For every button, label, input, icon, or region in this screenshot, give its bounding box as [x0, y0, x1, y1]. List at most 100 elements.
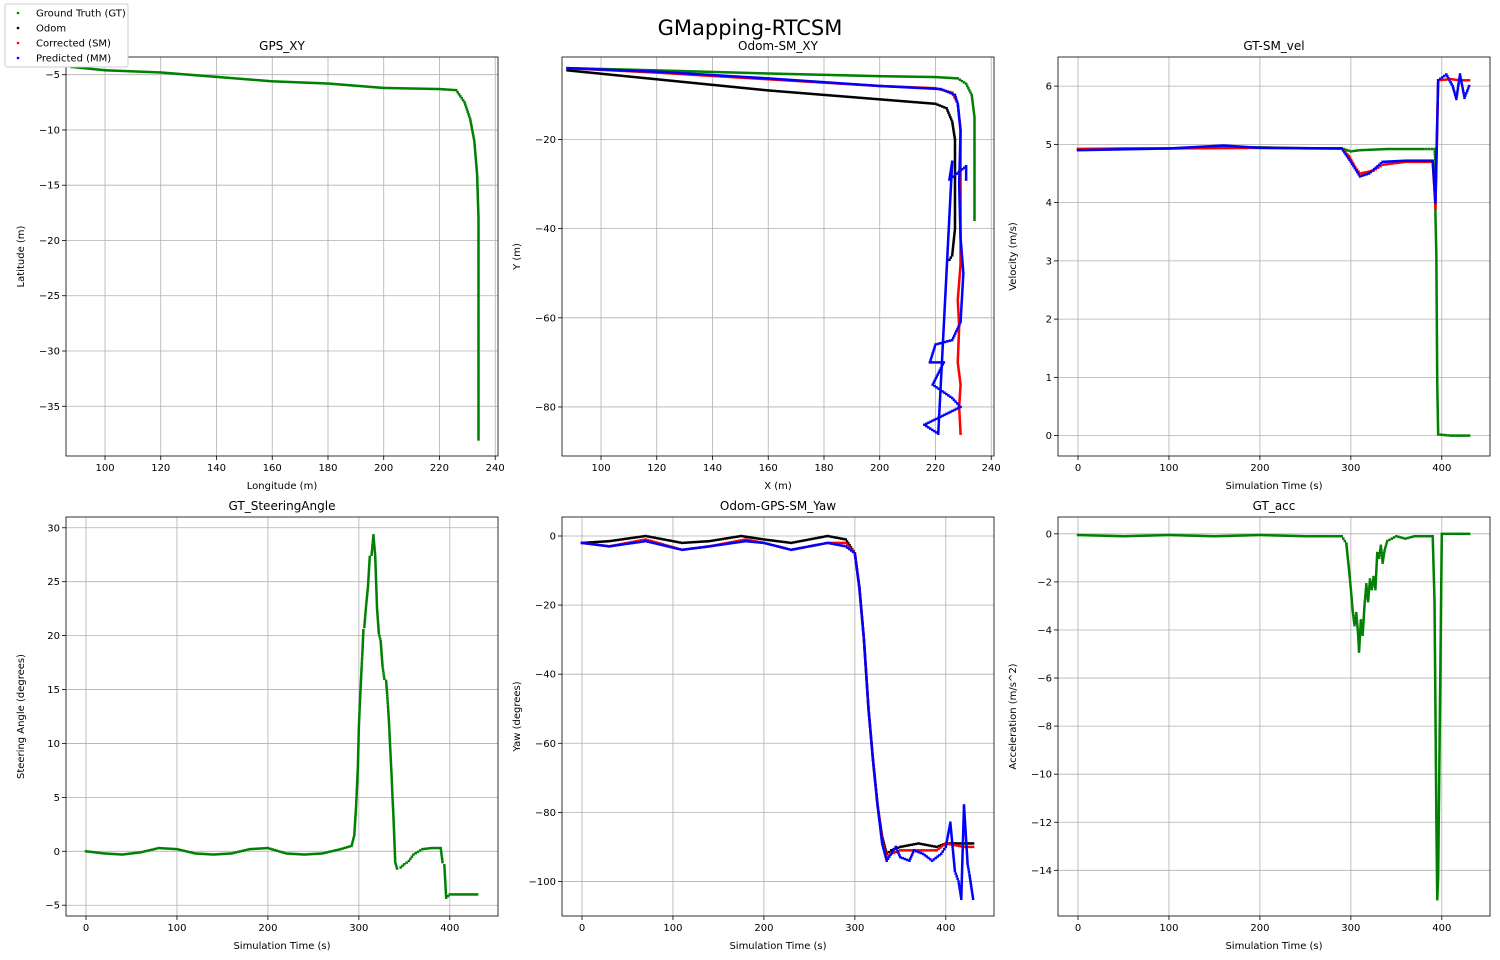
data-point — [1345, 546, 1349, 550]
data-point — [476, 195, 480, 198]
data-point — [973, 133, 976, 137]
data-point — [462, 893, 465, 896]
data-point — [1359, 625, 1362, 629]
data-point — [856, 575, 860, 578]
data-point — [956, 307, 960, 311]
data-point — [1413, 534, 1416, 538]
data-point — [698, 546, 702, 549]
data-point — [943, 308, 946, 312]
data-point — [1434, 800, 1438, 804]
data-point — [1438, 689, 1442, 692]
data-point — [953, 225, 957, 228]
data-point — [969, 842, 973, 845]
data-point — [1200, 146, 1204, 150]
data-point — [476, 190, 479, 194]
data-point — [385, 686, 388, 690]
data-point — [934, 377, 937, 380]
data-point — [957, 109, 960, 112]
data-point — [477, 433, 480, 437]
data-point — [1439, 625, 1443, 628]
data-point — [805, 545, 809, 549]
data-point — [1455, 97, 1458, 101]
data-point — [1439, 671, 1442, 674]
data-point — [664, 78, 667, 82]
data-point — [477, 318, 480, 322]
data-point — [962, 271, 965, 275]
data-point — [428, 847, 431, 850]
data-point — [949, 171, 952, 175]
data-point — [939, 415, 942, 419]
data-point — [1388, 160, 1391, 163]
data-point — [177, 848, 181, 851]
data-point — [1350, 160, 1354, 164]
data-point — [1433, 639, 1437, 643]
data-point — [628, 542, 632, 545]
data-point — [392, 825, 396, 828]
data-point — [1433, 610, 1436, 614]
data-point — [1438, 697, 1442, 701]
data-point — [947, 111, 950, 114]
data-point — [393, 838, 396, 842]
data-point — [684, 80, 687, 84]
data-point — [1438, 706, 1442, 710]
plot-area — [580, 534, 975, 900]
data-point — [275, 80, 278, 83]
data-point — [375, 596, 378, 599]
data-point — [134, 70, 138, 73]
data-point — [1213, 144, 1216, 148]
data-point — [804, 92, 808, 95]
data-point — [615, 74, 618, 77]
data-point — [346, 83, 350, 87]
data-point — [673, 540, 677, 543]
x-tick-label: 0 — [1075, 923, 1081, 934]
data-point — [733, 541, 736, 545]
data-point — [811, 92, 815, 96]
data-point — [1453, 91, 1456, 94]
data-point — [959, 254, 962, 257]
data-point — [1451, 434, 1455, 437]
data-point — [724, 84, 728, 88]
data-point — [951, 251, 954, 255]
data-point — [971, 102, 975, 106]
data-point — [662, 78, 665, 82]
data-point — [969, 845, 973, 849]
subplot-3: 0 100 200 300 4000123456GT-SM_velSimulation … — [1008, 39, 1491, 492]
data-point — [1439, 658, 1442, 661]
data-point — [1435, 351, 1439, 355]
data-point — [724, 71, 728, 74]
data-point — [637, 535, 641, 539]
data-point — [941, 335, 945, 338]
data-point — [87, 850, 90, 853]
data-point — [939, 846, 942, 849]
data-point — [1376, 164, 1379, 168]
data-point — [1185, 146, 1189, 149]
axes-frame — [1057, 516, 1491, 917]
data-point — [953, 196, 957, 199]
data-point — [958, 162, 961, 166]
y-tick-label: 0 — [54, 847, 60, 858]
data-point — [706, 73, 710, 77]
data-point — [215, 75, 218, 79]
data-point — [1434, 692, 1437, 696]
data-point — [1302, 146, 1306, 150]
data-point — [1298, 146, 1301, 150]
data-point — [908, 86, 911, 89]
data-point — [1370, 587, 1374, 591]
data-point — [818, 73, 821, 76]
data-point — [1435, 156, 1438, 160]
data-point — [477, 281, 480, 284]
data-point — [1295, 534, 1298, 538]
data-point — [475, 893, 479, 896]
data-point — [1352, 619, 1356, 622]
data-point — [1437, 794, 1441, 798]
data-point — [967, 868, 970, 871]
data-point — [411, 87, 414, 90]
data-point — [391, 793, 394, 797]
data-point — [717, 543, 720, 547]
data-point — [388, 740, 392, 743]
data-point — [801, 539, 804, 542]
data-point — [973, 118, 976, 121]
data-point — [579, 70, 583, 73]
data-point — [354, 807, 358, 810]
data-point — [964, 173, 968, 177]
